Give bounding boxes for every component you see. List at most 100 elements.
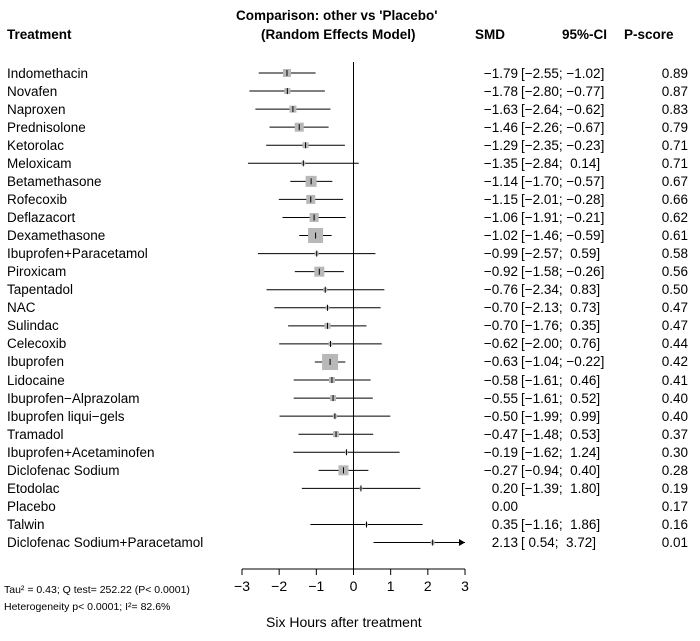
- treatment-label: Sulindac: [7, 318, 59, 334]
- ci-value: [−2.57; 0.59]: [521, 246, 601, 262]
- pscore-value: 0.37: [661, 426, 688, 442]
- chart-title-line1: Comparison: other vs 'Placebo': [236, 8, 438, 23]
- smd-value: −0.76: [483, 282, 518, 298]
- pscore-value: 0.56: [661, 264, 688, 280]
- pscore-value: 0.83: [661, 101, 688, 117]
- smd-value: −1.63: [483, 101, 518, 117]
- x-tick-label: 3: [461, 578, 469, 594]
- treatment-label: Celecoxib: [7, 336, 67, 352]
- treatment-label: Indomethacin: [7, 65, 89, 81]
- smd-value: −1.14: [483, 173, 518, 189]
- pscore-value: 0.79: [661, 119, 688, 135]
- pscore-value: 0.41: [661, 372, 688, 388]
- treatment-label: Talwin: [7, 517, 45, 532]
- smd-value: −1.02: [483, 228, 518, 244]
- ci-value: [−1.91; −0.21]: [521, 209, 605, 225]
- ci-value: [−1.70; −0.57]: [521, 173, 605, 189]
- smd-value: −1.46: [483, 119, 518, 135]
- pscore-value: 0.17: [661, 498, 688, 514]
- ci-value: [−1.76; 0.35]: [521, 318, 601, 334]
- ci-value: [−2.35; −0.23]: [521, 137, 605, 153]
- smd-value: −0.19: [483, 444, 518, 460]
- pscore-value: 0.01: [661, 535, 688, 551]
- smd-value: −0.62: [483, 336, 518, 352]
- ci-value: [−2.64; −0.62]: [521, 101, 605, 117]
- ci-value: [−1.39; 1.80]: [521, 480, 601, 496]
- treatment-label: Ibuprofen+Paracetamol: [7, 246, 148, 262]
- smd-value: −0.55: [483, 390, 518, 406]
- pscore-value: 0.44: [661, 336, 688, 352]
- smd-value: −0.50: [483, 408, 518, 424]
- smd-value: −1.35: [483, 155, 518, 171]
- pscore-value: 0.28: [661, 462, 688, 478]
- treatment-label: Diclofenac Sodium+Paracetamol: [7, 535, 204, 551]
- smd-value: −1.15: [483, 191, 518, 207]
- smd-value: −0.70: [483, 318, 518, 334]
- treatment-label: Dexamethasone: [7, 228, 106, 244]
- pscore-value: 0.30: [661, 444, 688, 460]
- smd-value: 0.20: [491, 480, 518, 496]
- pscore-value: 0.19: [661, 480, 688, 496]
- ci-value: [−1.99; 0.99]: [521, 408, 601, 424]
- treatment-label: Prednisolone: [7, 119, 86, 135]
- smd-value: 0.35: [491, 517, 518, 532]
- pscore-value: 0.62: [661, 209, 688, 225]
- treatment-label: Deflazacort: [7, 209, 76, 225]
- smd-value: −1.79: [483, 65, 518, 81]
- treatment-label: Naproxen: [7, 101, 66, 117]
- pscore-value: 0.42: [661, 354, 688, 370]
- ci-header: 95%-CI: [562, 27, 608, 42]
- treatment-label: Tapentadol: [7, 282, 74, 298]
- treatment-label: Ibuprofen: [7, 354, 65, 370]
- x-tick-label: −1: [308, 578, 324, 594]
- pscore-value: 0.67: [661, 173, 688, 189]
- footer-tau: Tau² = 0.43; Q test= 252.22 (P< 0.0001): [4, 584, 190, 596]
- x-tick-label: 2: [424, 578, 432, 594]
- smd-header: SMD: [475, 27, 505, 42]
- treatment-label: NAC: [7, 300, 36, 316]
- ci-value: [−2.34; 0.83]: [521, 282, 601, 298]
- ci-value: [−1.46; −0.59]: [521, 228, 605, 244]
- smd-value: −0.47: [483, 426, 518, 442]
- x-tick-label: 0: [350, 578, 358, 594]
- ci-value: [−2.80; −0.77]: [521, 83, 605, 99]
- smd-value: −0.70: [483, 300, 518, 316]
- ci-value: [−1.04; −0.22]: [521, 354, 605, 370]
- pscore-value: 0.58: [661, 246, 688, 262]
- pscore-value: 0.47: [661, 300, 688, 316]
- footer-heterogeneity: Heterogeneity p< 0.0001; I²= 82.6%: [4, 601, 171, 613]
- pscore-value: 0.66: [661, 191, 688, 207]
- x-tick-label: −3: [234, 578, 250, 594]
- pscore-header: P-score: [624, 27, 674, 42]
- pscore-value: 0.47: [661, 318, 688, 334]
- smd-value: −0.99: [483, 246, 518, 262]
- smd-value: −1.29: [483, 137, 518, 153]
- treatment-label: Diclofenac Sodium: [7, 462, 120, 478]
- smd-value: −0.92: [483, 264, 518, 280]
- treatment-label: Ibuprofen−Alprazolam: [7, 390, 140, 406]
- treatment-label: Ibuprofen liqui−gels: [7, 408, 125, 424]
- ci-value: [−2.84; 0.14]: [521, 155, 601, 171]
- pscore-value: 0.71: [661, 155, 688, 171]
- ci-value: [−0.94; 0.40]: [521, 462, 601, 478]
- ci-value: [−2.26; −0.67]: [521, 119, 605, 135]
- treatment-label: Piroxicam: [7, 264, 67, 280]
- pscore-value: 0.61: [661, 228, 688, 244]
- pscore-value: 0.40: [661, 408, 688, 424]
- pscore-value: 0.87: [661, 83, 688, 99]
- x-tick-label: −2: [271, 578, 287, 594]
- treatment-header: Treatment: [7, 27, 72, 42]
- x-axis-label: Six Hours after treatment: [266, 614, 422, 630]
- smd-value: 0.00: [491, 498, 518, 514]
- pscore-value: 0.50: [661, 282, 688, 298]
- pscore-value: 0.40: [661, 390, 688, 406]
- ci-value: [−1.62; 1.24]: [521, 444, 601, 460]
- ci-arrow: [459, 539, 465, 547]
- treatment-label: Novafen: [7, 83, 58, 99]
- treatment-label: Betamethasone: [7, 173, 102, 189]
- ci-value: [−2.00; 0.76]: [521, 336, 601, 352]
- ci-value: [−1.58; −0.26]: [521, 264, 605, 280]
- treatment-label: Etodolac: [7, 480, 60, 496]
- treatment-label: Ketorolac: [7, 137, 65, 153]
